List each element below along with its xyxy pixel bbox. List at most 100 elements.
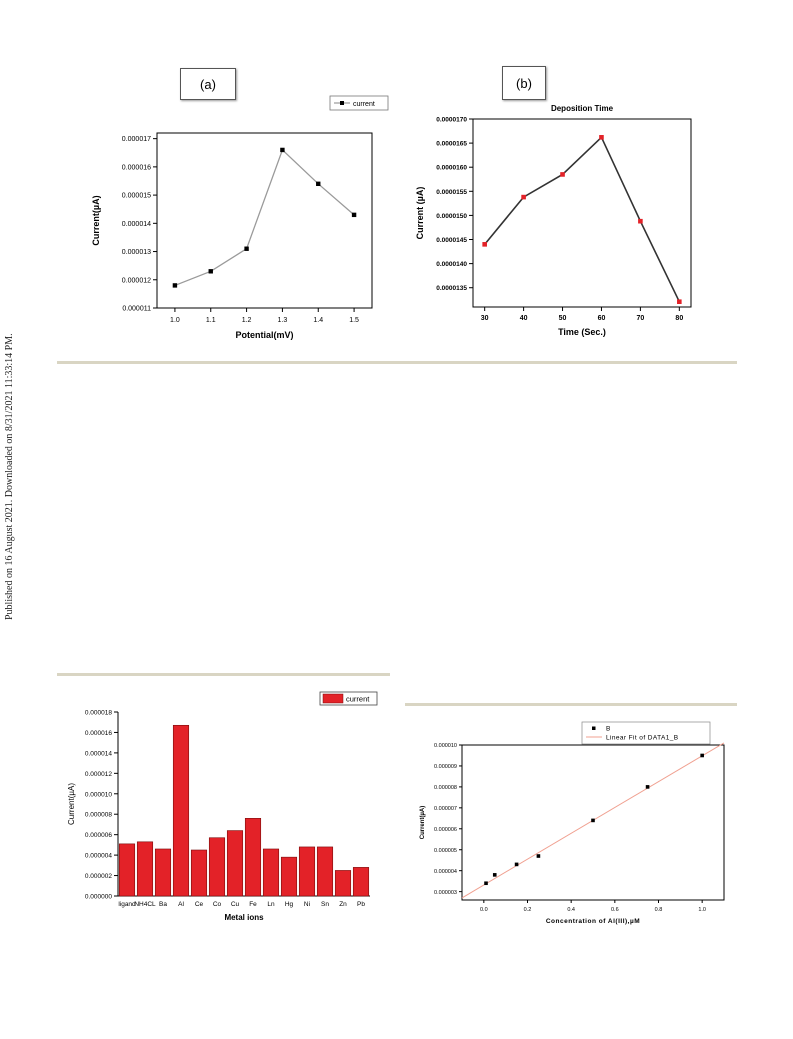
chart-d: 0.000003 0.000004 0.000005 0.000006 0.000007… [420,721,725,925]
x-tick-label: Co [213,901,222,908]
data-point [514,862,519,867]
data-point [591,818,595,823]
data-point [351,212,357,218]
bar [136,841,154,897]
y-tick-label: 0.0000150 [436,213,467,220]
x-tick-label: NH4CL [134,901,156,908]
legend: B Linear Fit of DATA1_B [581,721,711,745]
y-tick-label: 0.000006 [85,832,112,839]
x-tick-label: Ni [304,901,310,908]
y-tick-label: 0.0000165 [436,141,467,148]
x-tick-label: 1.1 [206,317,216,324]
data-point [521,194,526,200]
section-rule-top [57,361,737,364]
y-tick-label: 0.0000155 [436,189,467,196]
data-point [484,881,488,886]
bar [262,848,280,897]
section-rule-left [57,673,390,676]
data-point [638,218,643,224]
bar [208,837,226,897]
y-tick-label: 0.000009 [434,764,457,770]
x-tick-label: 50 [559,315,567,322]
legend-marker [340,101,344,105]
x-tick-label: 60 [598,315,606,322]
y-tick-label: 0.000016 [85,730,112,737]
y-tick-label: 0.000004 [434,869,457,875]
bar [352,867,370,897]
x-tick-label: 1.0 [170,317,180,324]
panel-label-a: (a) [180,68,236,100]
bar [298,846,316,897]
x-axis-label: Concentration of Al(III),µM [546,918,640,925]
y-tick-label: 0.0000145 [436,237,467,244]
x-tick-label: Pb [357,901,365,908]
bar [280,856,298,897]
data-point [482,242,487,247]
x-tick-label: 1.5 [349,317,359,324]
x-tick-label: 30 [481,315,489,322]
y-axis-label: Current(µA) [67,783,76,825]
x-tick-label: 1.4 [313,317,323,324]
legend-label: current [353,101,375,108]
bar [244,818,262,897]
data-point [172,283,178,288]
y-tick-label: 0.0000135 [436,285,467,292]
y-tick-label: 0.000012 [122,277,151,284]
y-tick-label: 0.000011 [122,306,151,313]
y-axis-label: Current(µA) [91,195,101,245]
data-point [208,269,213,274]
data-point [280,147,285,153]
x-tick-label: ligand [118,901,136,908]
x-tick-label: 0.0 [480,907,488,913]
legend-label: current [346,695,370,704]
bar [316,846,334,897]
x-axis-label: Time (Sec.) [558,327,606,337]
y-tick-label: 0.000004 [85,853,112,860]
x-tick-label: 70 [636,315,644,322]
x-tick-label: 0.6 [611,907,619,913]
y-tick-label: 0.000002 [85,873,112,880]
legend: current [329,95,389,111]
margin-note: Published on 16 August 2021. Downloaded … [4,333,15,620]
x-tick-label: Ba [159,901,167,908]
bar [118,843,136,897]
y-tick-label: 0.000008 [434,785,457,791]
legend-swatch [322,693,344,704]
y-tick-label: 0.000005 [434,848,457,854]
chart-title: Deposition Time [551,104,614,113]
data-point [645,785,650,789]
x-tick-label: 0.4 [567,907,575,913]
y-tick-label: 0.000006 [434,827,457,833]
y-tick-label: 0.000015 [122,193,151,200]
series-line [484,135,681,303]
chart-c: 0.000000 0.000002 0.000004 0.000006 0.000008… [67,691,378,922]
data-point [700,753,704,758]
plot-frame [472,118,692,308]
series-line-current [174,148,355,287]
y-tick-label: 0.000018 [85,710,112,717]
data-point [244,246,249,251]
y-axis-label: Current(µA) [420,806,426,839]
legend: current [319,691,378,706]
x-tick-label: 80 [675,315,683,322]
x-tick-label: Al [178,901,184,908]
legend-marker [592,726,596,730]
x-tick-label: Cu [231,901,240,908]
x-axis-label: Metal ions [224,913,264,922]
x-tick-label: 1.2 [242,317,252,324]
data-point [560,172,565,177]
y-tick-label: 0.000014 [122,221,151,228]
y-tick-label: 0.000003 [434,890,457,896]
data-point [599,135,604,140]
chart-b: 0.0000135 0.0000140 0.0000145 0.0000150 0.00… [415,104,692,337]
panel-label-b: (b) [502,66,546,100]
y-tick-label: 0.000017 [122,136,151,143]
plot-frame [461,744,725,901]
y-tick-label: 0.000008 [85,812,112,819]
chart-a: 0.000011 0.000012 0.000013 0.000014 0.000015… [91,95,389,340]
x-tick-label: Sn [321,901,329,908]
data-point [536,854,541,858]
legend-label-fit: Linear Fit of DATA1_B [606,735,678,742]
y-tick-label: 0.0000140 [436,261,467,268]
bar [154,848,172,897]
